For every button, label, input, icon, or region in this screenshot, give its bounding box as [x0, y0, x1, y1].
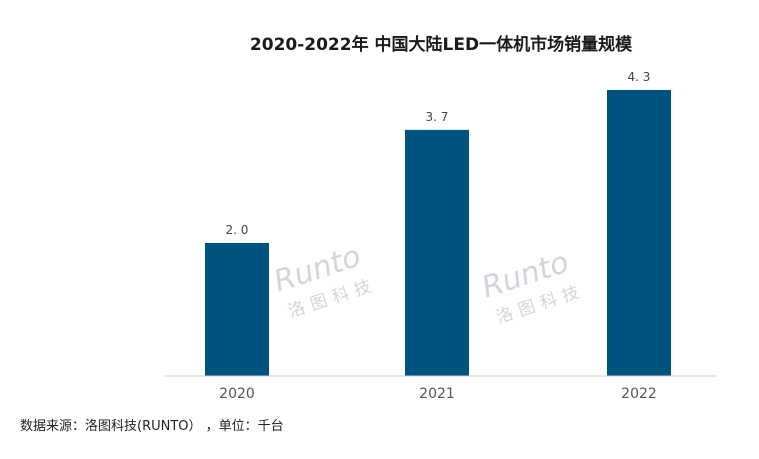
source-note: 数据来源：洛图科技(RUNTO） ，单位：千台	[20, 419, 284, 434]
x-tick-label-2020: 2020	[219, 386, 255, 402]
data-label-2022: 4. 3	[628, 70, 651, 84]
watermark-left: Runto 洛图科技	[270, 239, 380, 322]
bar-2021	[405, 129, 469, 376]
bar-2022	[607, 89, 671, 377]
labels-group: 2. 0 2020 3. 7 2021 4. 3 2022	[219, 70, 657, 402]
watermark-right: Runto 洛图科技	[478, 245, 588, 328]
x-tick-label-2021: 2021	[419, 386, 455, 402]
chart-title: 2020-2022年 中国大陆LED一体机市场销量规模	[249, 35, 633, 55]
x-tick-label-2022: 2022	[621, 386, 657, 402]
bars-group	[205, 89, 671, 377]
data-label-2021: 3. 7	[426, 110, 449, 124]
data-label-2020: 2. 0	[226, 223, 249, 237]
bar-2020	[205, 242, 269, 376]
